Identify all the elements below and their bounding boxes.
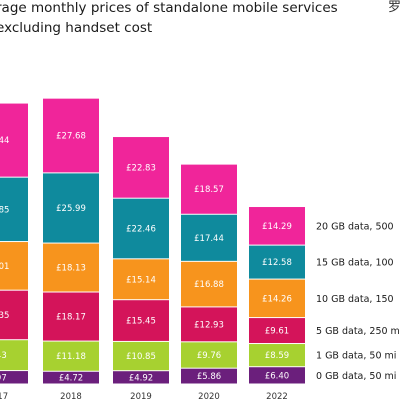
bar-segment: [43, 98, 99, 173]
data-label: £14.26: [262, 294, 292, 304]
x-tick-label: 2022: [266, 392, 288, 400]
bar-segment: [113, 371, 169, 384]
legend-entry: 15 GB data, 100: [316, 258, 394, 269]
data-label: £22.83: [126, 163, 156, 173]
bar-segment: [43, 371, 99, 384]
data-label: £17.44: [194, 234, 224, 244]
data-label: £18.17: [56, 313, 86, 323]
legend-entry: 20 GB data, 500: [316, 221, 394, 232]
x-tick-label: 2018: [60, 392, 82, 400]
x-tick-label: 2020: [198, 392, 220, 400]
bar-segment: [113, 300, 169, 341]
data-label: £22.46: [126, 225, 156, 235]
bar-segment: [113, 137, 169, 198]
data-label: £5.86: [197, 372, 221, 382]
bar-segment: [113, 341, 169, 371]
bar-segment: [249, 367, 305, 384]
legend-entry: 5 GB data, 250 m: [316, 326, 400, 337]
data-label: £10.85: [126, 352, 156, 362]
data-label: £18.13: [56, 264, 86, 274]
bars-group: .97 .43 3.35 3.01 3.85 7.44 £4.72 £11.18 £18.17 £…: [0, 98, 305, 384]
data-label: £27.68: [56, 132, 86, 142]
bar-segment: [43, 341, 99, 371]
data-label: .97: [0, 373, 7, 383]
bar-segment: [43, 292, 99, 341]
bar-segment: [249, 245, 305, 279]
legend-entry: 10 GB data, 150: [316, 294, 394, 305]
bar-segment: [181, 368, 237, 384]
bar-segment: [249, 318, 305, 344]
bar-segment: [43, 173, 99, 243]
legend-entry: 1 GB data, 50 mi: [316, 351, 396, 362]
year-labels-group: 017 2018 2019 2020 2022: [0, 392, 288, 400]
data-label: .43: [0, 351, 7, 361]
bar-segment: [0, 371, 28, 384]
legend-group: 0 GB data, 50 mi 1 GB data, 50 mi 5 GB dat…: [316, 221, 400, 382]
data-label: 3.85: [0, 205, 9, 215]
data-label: £18.57: [194, 185, 224, 195]
bar-segment: [0, 340, 28, 371]
data-label: £12.93: [194, 320, 224, 330]
data-label: £6.40: [265, 371, 289, 381]
data-label: 3.01: [0, 262, 9, 272]
bar-segment: [113, 259, 169, 300]
data-label: £15.45: [126, 317, 156, 327]
data-label: £11.18: [56, 352, 86, 362]
bar-segment: [181, 261, 237, 307]
x-tick-label: 017: [0, 392, 8, 400]
legend-entry: 0 GB data, 50 mi: [316, 371, 396, 382]
corner-text: 罗: [388, 0, 400, 15]
data-label: £16.88: [194, 280, 224, 290]
data-label: £14.29: [262, 222, 292, 232]
data-label: £15.14: [126, 275, 156, 285]
data-label: 7.44: [0, 136, 9, 146]
bar-segment: [181, 164, 237, 214]
data-label: £4.72: [59, 374, 83, 384]
data-label: £8.59: [265, 351, 289, 361]
bar-segment: [113, 198, 169, 259]
data-label: £25.99: [56, 204, 86, 214]
data-label: 3.35: [0, 311, 9, 321]
data-label: £9.61: [265, 327, 289, 337]
x-tick-label: 2019: [130, 392, 152, 400]
bar-segment: [0, 103, 28, 177]
data-label: £4.92: [129, 373, 153, 383]
bar-segment: [0, 177, 28, 242]
bar-segment: [181, 342, 237, 368]
bar-segment: [43, 243, 99, 292]
bar-segment: [0, 242, 28, 290]
data-label: £12.58: [262, 258, 292, 268]
bar-segment: [0, 290, 28, 340]
chart-title: rage monthly prices of standalone mobile…: [0, 0, 338, 36]
bar-segment: [249, 207, 305, 245]
data-label: £9.76: [197, 351, 221, 361]
bar-segment: [181, 307, 237, 342]
bar-segment: [181, 214, 237, 261]
bar-segment: [249, 279, 305, 318]
bar-segment: [249, 344, 305, 367]
